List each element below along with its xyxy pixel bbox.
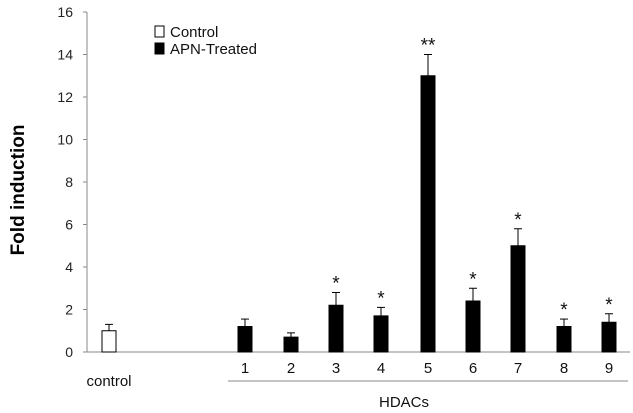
legend-swatch-apn-treated [154,42,165,55]
x-tick-label: 4 [377,360,385,377]
x-tick-label: 3 [332,360,340,377]
category-labels: 1 2 3 4 5 6 7 8 9 [241,360,613,377]
x-tick-label: 9 [605,360,613,377]
x-tick-label: 6 [469,360,477,377]
y-tick-label: 0 [65,344,73,360]
y-tick-label: 10 [57,132,73,148]
significance-marker: ** [421,36,436,57]
significance-marker: * [469,269,477,290]
bar-hdac-1 [237,326,253,353]
significance-marker: * [332,274,340,295]
legend: Control APN-Treated [154,24,257,58]
x-tick-label: 1 [241,360,249,377]
significance-marker: * [560,300,568,321]
y-axis-label: Fold induction [8,125,29,256]
y-tick-label: 2 [65,302,73,318]
bar-hdac-6 [465,300,481,353]
y-tick-label: 14 [57,47,73,63]
hdac-group-label: HDACs [379,394,429,411]
x-tick-label: 7 [514,360,522,377]
y-tick-label: 4 [65,259,73,275]
y-tick-label: 12 [57,89,73,105]
bar-hdac-8 [556,326,572,353]
y-axis-ticks: 0 2 4 6 8 10 12 14 16 [57,4,87,360]
significance-marker: * [514,210,522,231]
significance-marker: * [605,295,613,316]
control-label: control [86,373,131,390]
x-tick-label: 5 [424,360,432,377]
error-bars-group [105,54,613,338]
significance-marker: * [377,288,385,309]
bar-hdac-5 [420,75,436,353]
bar-hdac-2 [283,336,299,353]
bar-hdac-7 [510,245,526,353]
x-tick-label: 2 [287,360,295,377]
y-tick-label: 8 [65,174,73,190]
bar-control [101,330,117,353]
x-tick-label: 8 [560,360,568,377]
legend-label-control: Control [170,24,218,41]
legend-swatch-control [154,25,165,38]
y-tick-label: 6 [65,217,73,233]
legend-label-apn-treated: APN-Treated [170,41,257,58]
bars-group [101,75,617,353]
y-tick-label: 16 [57,4,73,20]
bar-hdac-3 [328,304,344,353]
bar-hdac-4 [373,315,389,353]
significance-labels: ******* * [332,36,613,322]
bar-hdac-9 [601,321,617,353]
